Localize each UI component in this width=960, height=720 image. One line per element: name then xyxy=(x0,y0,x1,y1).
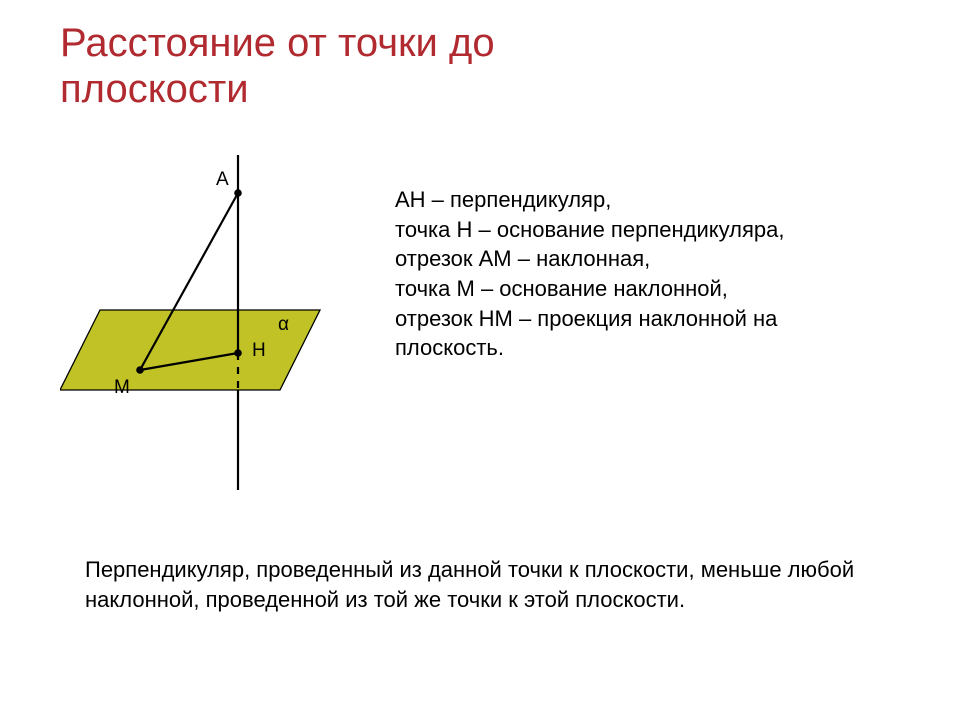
svg-text:Н: Н xyxy=(252,340,266,361)
def-line-2: точка Н – основание перпендикуляра, xyxy=(395,215,915,245)
def-line-3: отрезок АМ – наклонная, xyxy=(395,244,915,274)
svg-text:А: А xyxy=(216,169,229,190)
svg-text:α: α xyxy=(278,314,289,335)
theorem-text: Перпендикуляр, проведенный из данной точ… xyxy=(85,555,895,614)
svg-text:М: М xyxy=(114,377,130,398)
definitions-block: АН – перпендикуляр, точка Н – основание … xyxy=(395,185,915,363)
perpendicular-diagram: А Н Мα xyxy=(60,155,365,495)
def-line-1: АН – перпендикуляр, xyxy=(395,185,915,215)
slide-title: Расстояние от точки доплоскости xyxy=(60,20,900,112)
def-line-5: отрезок НМ – проекция наклонной наплоско… xyxy=(395,304,915,363)
def-line-4: точка М – основание наклонной, xyxy=(395,274,915,304)
slide: Расстояние от точки доплоскости А Н Мα АН … xyxy=(0,0,960,720)
